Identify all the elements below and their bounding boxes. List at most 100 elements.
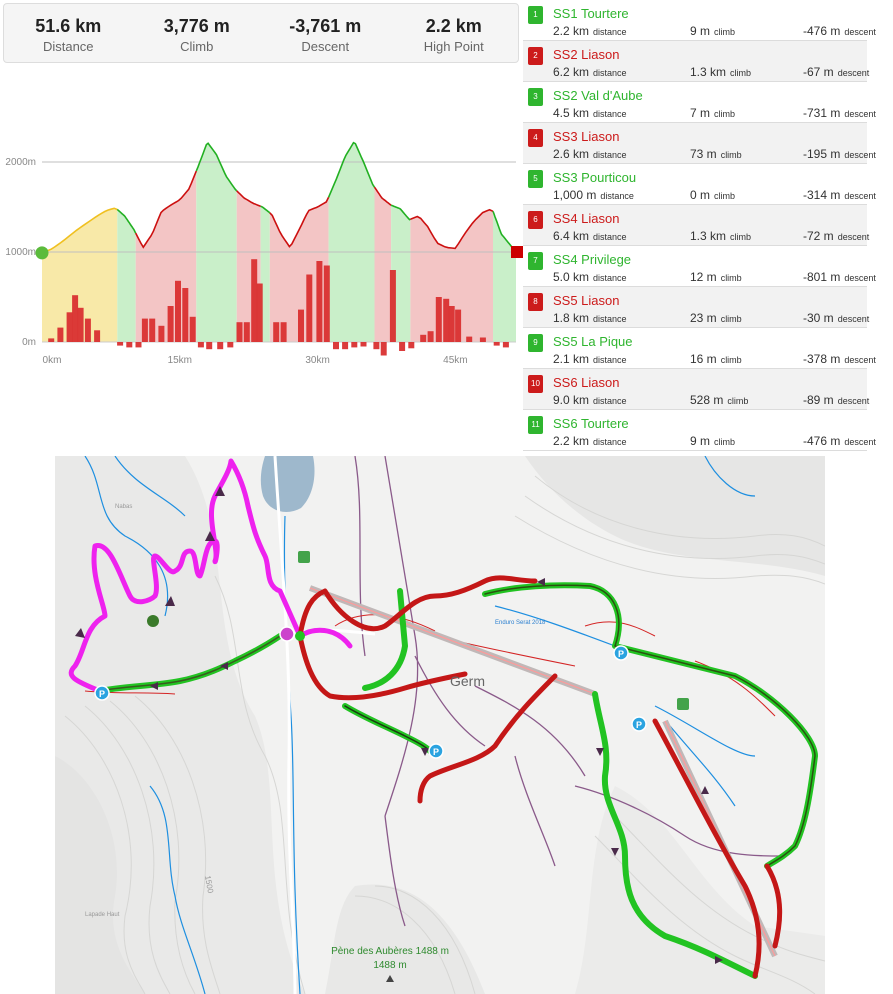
segment-area: [374, 187, 392, 342]
segment-row[interactable]: 10 SS6 Liason 9.0 km distance 528 m climb -89 …: [523, 369, 869, 410]
segment-descent: -476 m descent: [803, 434, 876, 448]
segment-name[interactable]: SS3 Liason: [553, 129, 620, 144]
segment-name[interactable]: SS2 Liason: [553, 47, 620, 62]
stat-label: Distance: [42, 39, 94, 54]
segment-stats: 1,000 m distance 0 m climb -314 m descent: [553, 188, 876, 202]
x-tick-label: 30km: [305, 355, 329, 366]
segment-stats: 6.4 km distance 1.3 km climb -72 m descent: [553, 229, 869, 243]
grade-bar: [399, 342, 406, 351]
segment-row[interactable]: 11 SS6 Tourtere 2.2 km distance 9 m climb -476…: [523, 410, 876, 451]
segment-name[interactable]: SS6 Tourtere: [553, 416, 629, 431]
stat-value: 51.6 km: [35, 16, 102, 36]
grade-bar: [298, 309, 304, 342]
stat-descent: -3,761 m Descent: [261, 4, 390, 62]
segment-distance: 2.6 km distance: [553, 147, 627, 161]
route-markers: [35, 246, 523, 260]
segment-row[interactable]: 5 SS3 Pourticou 1,000 m distance 0 m climb -31…: [523, 164, 876, 205]
segment-list: 1 SS1 Tourtere 2.2 km distance 9 m climb -476 …: [523, 0, 876, 454]
map-start-marker[interactable]: [295, 631, 305, 641]
segment-distance: 2.2 km distance: [553, 24, 627, 38]
grade-bar: [408, 342, 415, 349]
segment-row[interactable]: 9 SS5 La Pique 2.1 km distance 16 m climb -378…: [523, 328, 876, 369]
segment-climb: 528 m climb: [690, 393, 749, 407]
elevation-chart[interactable]: 2000m 1000m 0m 0km 15km 30km 45km: [0, 130, 525, 380]
grade-bar: [389, 270, 396, 342]
segment-descent: -67 m descent: [803, 65, 870, 79]
profile-line: [41, 207, 118, 254]
peak-elevation-label: 1488 m: [373, 960, 406, 971]
grade-bar: [57, 327, 64, 342]
stat-value: -3,761 m: [289, 16, 362, 36]
segment-number-badge: 10: [528, 375, 543, 393]
segment-backgrounds: [42, 142, 516, 342]
elevation-chart-svg[interactable]: 2000m 1000m 0m 0km 15km 30km 45km: [0, 130, 525, 380]
stat-climb: 3,776 m Climb: [133, 4, 262, 62]
segment-distance: 2.2 km distance: [553, 434, 627, 448]
segment-row[interactable]: 7 SS4 Privilege 5.0 km distance 12 m climb -80…: [523, 246, 876, 287]
segment-distance: 5.0 km distance: [553, 270, 627, 284]
segment-name[interactable]: SS5 Liason: [553, 293, 620, 308]
grade-bar: [84, 318, 91, 342]
direction-arrows: [75, 486, 723, 964]
x-tick-label: 0km: [43, 355, 62, 366]
profile-line: [410, 208, 494, 250]
grade-bar: [243, 322, 250, 342]
terrain-shading: [55, 456, 825, 994]
axis-ticks: 2000m 1000m 0m 0km 15km 30km 45km: [5, 157, 467, 366]
segment-climb: 1.3 km climb: [690, 65, 752, 79]
end-marker: [511, 246, 523, 258]
segment-name[interactable]: SS3 Pourticou: [553, 170, 637, 185]
segment-name[interactable]: SS6 Liason: [553, 375, 620, 390]
parking-label: P: [618, 649, 624, 659]
segment-number-badge: 7: [528, 252, 543, 270]
grade-bar: [273, 322, 280, 342]
segment-row[interactable]: 3 SS2 Val d'Aube 4.5 km distance 7 m climb -73…: [523, 82, 876, 123]
grade-bar: [158, 325, 165, 342]
stat-value: 2.2 km: [425, 16, 482, 36]
segment-row[interactable]: 4 SS3 Liason 2.6 km distance 73 m climb -195 m…: [523, 123, 876, 164]
grade-bar: [502, 342, 509, 348]
map-waypoint-marker[interactable]: [279, 626, 295, 642]
segment-number-badge: 8: [528, 293, 543, 311]
segment-name[interactable]: SS5 La Pique: [553, 334, 633, 349]
grade-bar: [448, 306, 455, 342]
town-label: Germ: [450, 673, 485, 689]
route-liaison-red[interactable]: [297, 575, 783, 979]
lake: [260, 456, 315, 512]
segment-climb: 0 m climb: [690, 188, 736, 202]
segment-name[interactable]: SS4 Privilege: [553, 252, 632, 267]
segment-climb: 7 m climb: [690, 106, 736, 120]
route-liaison-magenta[interactable]: [68, 458, 353, 694]
grade-bar: [360, 342, 367, 347]
peak-label: Pène des Aubères 1488 m: [331, 946, 449, 957]
grade-bar: [443, 298, 450, 342]
grade-bar: [306, 274, 313, 342]
grade-bar: [333, 342, 339, 350]
parking-icon: P: [613, 645, 629, 661]
segment-name[interactable]: SS1 Tourtere: [553, 6, 629, 21]
profile-line: [269, 196, 330, 248]
route-map-svg[interactable]: P P P P Germ Pène des Aubères 1488 m 148…: [55, 456, 825, 994]
parking-markers[interactable]: P P P P: [94, 645, 647, 759]
x-tick-label: 45km: [443, 355, 467, 366]
segment-climb: 23 m climb: [690, 311, 742, 325]
route-stage-green[interactable]: [97, 582, 818, 979]
segment-name[interactable]: SS2 Val d'Aube: [553, 88, 643, 103]
map-end-marker[interactable]: [147, 615, 159, 627]
parking-label: P: [636, 720, 642, 730]
segment-descent: -314 m descent: [803, 188, 876, 202]
grade-bar: [420, 334, 427, 342]
grade-bar: [427, 331, 434, 342]
segment-climb: 73 m climb: [690, 147, 742, 161]
segment-name[interactable]: SS4 Liason: [553, 211, 620, 226]
segment-row[interactable]: 1 SS1 Tourtere 2.2 km distance 9 m climb -476 …: [523, 0, 876, 41]
route-map[interactable]: P P P P Germ Pène des Aubères 1488 m 148…: [55, 456, 825, 994]
segment-row[interactable]: 6 SS4 Liason 6.4 km distance 1.3 km climb -72 …: [523, 205, 869, 246]
segment-area: [328, 142, 375, 342]
segment-row[interactable]: 2 SS2 Liason 6.2 km distance 1.3 km climb -67 …: [523, 41, 870, 82]
stat-distance: 51.6 km Distance: [4, 4, 133, 62]
segment-distance: 6.4 km distance: [553, 229, 627, 243]
segment-number-badge: 4: [528, 129, 543, 147]
profile-line: [134, 170, 198, 249]
